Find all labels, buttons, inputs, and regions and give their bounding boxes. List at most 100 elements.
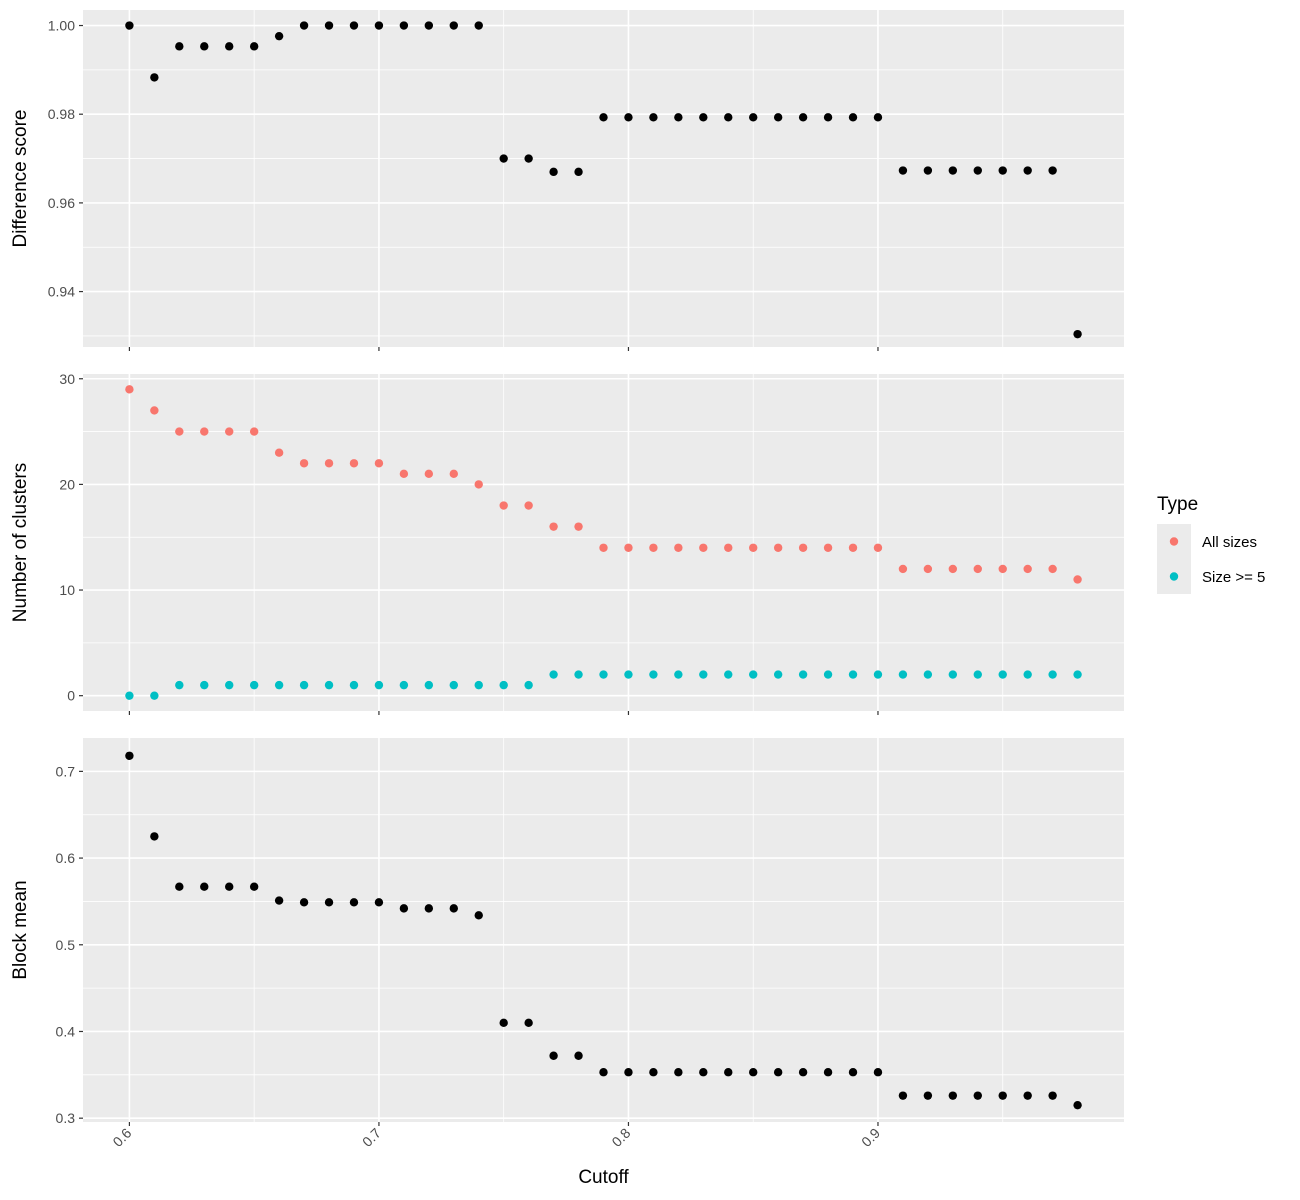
data-point [125, 751, 134, 760]
data-point [773, 1068, 783, 1077]
data-point [324, 680, 334, 690]
data-point [973, 564, 982, 574]
data-point [649, 670, 658, 679]
data-point [749, 543, 758, 552]
data-point [1048, 166, 1057, 175]
data-point [125, 385, 134, 394]
x-tick-label: 0.9 [858, 1125, 883, 1150]
data-point [898, 670, 908, 679]
data-point [898, 166, 908, 175]
data-point [948, 670, 958, 679]
data-point [150, 406, 159, 415]
data-point [823, 113, 833, 122]
data-point [724, 543, 733, 552]
data-point [649, 543, 658, 552]
legend-marker [1169, 572, 1179, 581]
data-point [798, 113, 808, 122]
data-point [624, 113, 633, 122]
data-point [549, 522, 558, 531]
data-point [349, 459, 359, 468]
panel-background [83, 10, 1124, 347]
data-point [574, 522, 583, 531]
data-point [948, 166, 958, 175]
data-point [848, 543, 858, 552]
data-point [823, 1068, 833, 1077]
data-point [1023, 166, 1032, 175]
data-point [424, 680, 434, 690]
data-point [798, 1068, 808, 1077]
data-point [374, 459, 384, 468]
data-point [624, 543, 633, 552]
data-point [549, 167, 558, 177]
legend-label: Size >= 5 [1202, 569, 1265, 586]
data-point [1048, 1091, 1057, 1100]
data-point [948, 564, 958, 574]
data-point [674, 543, 683, 552]
data-point [1048, 670, 1057, 679]
data-point [724, 113, 733, 122]
data-point [374, 680, 384, 690]
data-point [175, 42, 184, 51]
y-axis-title: Difference score [10, 110, 31, 248]
data-point [873, 113, 883, 122]
data-point [175, 427, 184, 436]
data-point [249, 42, 259, 51]
data-point [1048, 564, 1057, 574]
data-point [574, 167, 583, 177]
data-point [399, 680, 409, 690]
data-point [349, 680, 359, 690]
data-point [200, 680, 209, 690]
data-point [923, 670, 933, 679]
data-point [773, 543, 783, 552]
x-tick-label: 0.7 [359, 1125, 384, 1150]
data-point [574, 1051, 583, 1060]
data-point [749, 670, 758, 679]
data-point [998, 564, 1007, 574]
data-point [249, 680, 259, 690]
data-point [150, 832, 159, 841]
data-point [599, 670, 608, 679]
data-point [225, 42, 234, 51]
data-point [923, 564, 933, 574]
data-point [699, 543, 708, 552]
data-point [349, 21, 359, 30]
legend-title: Type [1157, 494, 1198, 515]
data-point [599, 543, 608, 552]
panel-3: 0.3 0.4 0.5 0.6 0.7 0.6 0.7 0.8 0.9 Block mean Cut… [10, 738, 1124, 1188]
data-point [374, 898, 384, 907]
data-point [499, 501, 508, 510]
data-point [1073, 1100, 1082, 1110]
data-point [923, 166, 933, 175]
legend: Type All sizes Size >= 5 [1157, 494, 1265, 594]
data-point [699, 1068, 708, 1077]
panel-1: 0.94 0.96 0.98 1.00 Difference score [10, 10, 1124, 351]
data-point [798, 670, 808, 679]
data-point [699, 670, 708, 679]
data-point [699, 113, 708, 122]
y-tick-label: 0.7 [56, 763, 76, 779]
data-point [324, 21, 334, 30]
data-point [125, 691, 134, 700]
data-point [200, 42, 209, 51]
y-tick-label: 0.5 [56, 937, 76, 953]
x-tick-label: 0.8 [608, 1125, 633, 1150]
data-point [399, 904, 409, 913]
data-point [773, 113, 783, 122]
y-tick-label: 0.4 [56, 1023, 76, 1039]
data-point [200, 882, 209, 891]
x-axis-title: Cutoff [578, 1167, 629, 1188]
y-tick-label: 20 [59, 476, 75, 492]
data-point [898, 564, 908, 574]
data-point [873, 543, 883, 552]
data-point [449, 469, 458, 479]
data-point [449, 904, 458, 913]
data-point [249, 882, 259, 891]
data-point [150, 73, 159, 82]
data-point [399, 469, 409, 479]
data-point [150, 691, 159, 700]
data-point [499, 154, 508, 163]
y-axis-title: Block mean [10, 880, 31, 979]
data-point [175, 882, 184, 891]
data-point [823, 670, 833, 679]
data-point [624, 670, 633, 679]
